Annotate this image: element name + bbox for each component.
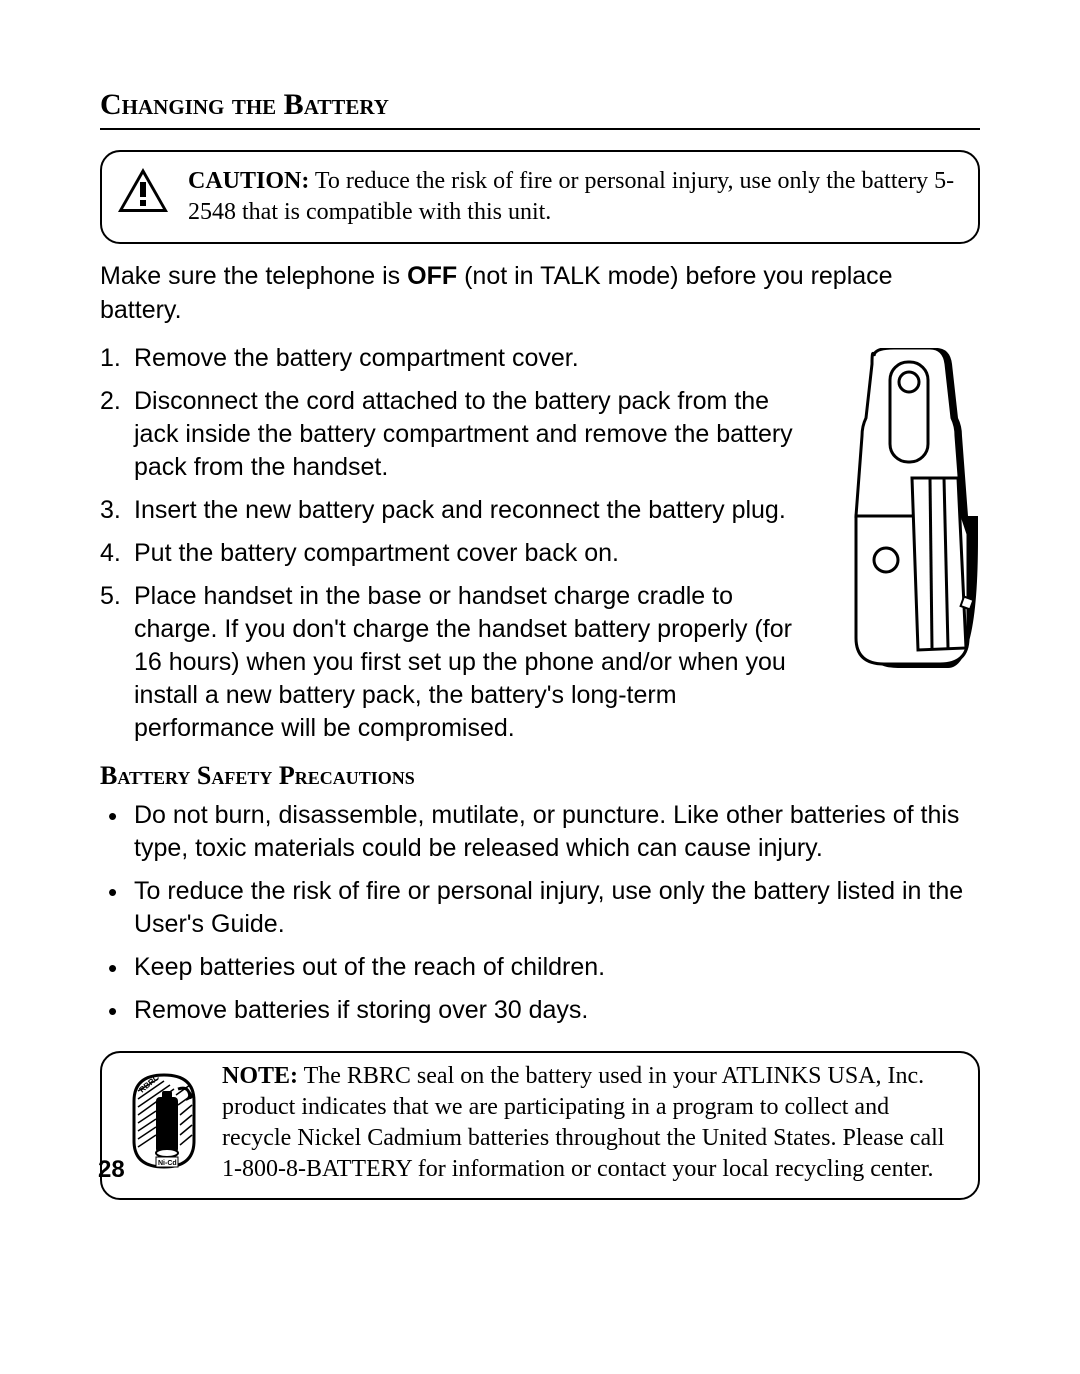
caution-box: CAUTION: To reduce the risk of fire or p… [100,150,980,244]
note-body: The RBRC seal on the battery used in you… [222,1063,944,1183]
bullet-item: To reduce the risk of fire or personal i… [100,875,980,941]
handset-illustration [840,348,980,755]
bullet-item: Remove batteries if storing over 30 days… [100,994,980,1027]
step-item: Insert the new battery pack and reconnec… [100,494,820,527]
step-item: Place handset in the base or handset cha… [100,580,820,745]
steps-list: Remove the battery compartment cover. Di… [100,342,820,745]
intro-text: Make sure the telephone is OFF (not in T… [100,260,980,328]
note-label: NOTE: [222,1063,298,1089]
warning-icon [116,166,170,219]
rbrc-seal-icon: RBRC Ni-Cd [116,1071,212,1176]
step-item: Disconnect the cord attached to the batt… [100,385,820,484]
caution-text: CAUTION: To reduce the risk of fire or p… [188,166,960,228]
note-box: RBRC Ni-Cd NOTE: The RBRC seal on the ba… [100,1051,980,1200]
intro-pre: Make sure the telephone is [100,262,407,290]
caution-label: CAUTION: [188,168,309,194]
intro-bold: OFF [407,262,457,290]
step-item: Put the battery compartment cover back o… [100,537,820,570]
safety-subheading: Battery Safety Precautions [100,761,980,791]
page-number: 28 [98,1156,125,1184]
bullet-item: Do not burn, disassemble, mutilate, or p… [100,799,980,865]
bullets-list: Do not burn, disassemble, mutilate, or p… [100,799,980,1027]
note-text: NOTE: The RBRC seal on the battery used … [222,1061,960,1186]
page-heading: Changing the Battery [100,88,980,130]
bullet-item: Keep batteries out of the reach of child… [100,951,980,984]
svg-text:Ni-Cd: Ni-Cd [158,1160,177,1167]
step-item: Remove the battery compartment cover. [100,342,820,375]
